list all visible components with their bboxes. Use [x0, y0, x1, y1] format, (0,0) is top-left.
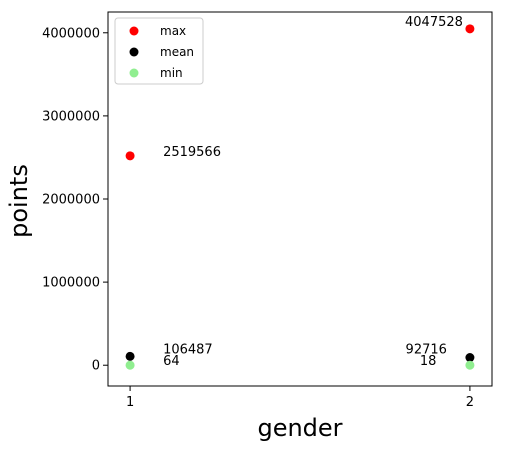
y-tick-label: 2000000: [42, 193, 100, 208]
y-axis-label: points: [5, 164, 33, 238]
data-point-mean: [125, 351, 135, 361]
data-label-max: 4047528: [405, 15, 463, 30]
x-tick-label: 2: [466, 395, 474, 410]
data-label-max: 2519566: [163, 145, 221, 160]
legend-label-mean: mean: [160, 45, 194, 59]
legend-label-max: max: [160, 24, 186, 38]
ticks-layer: 0 1000000 2000000 3000000 4000000 1 2: [42, 26, 474, 410]
legend-marker-min: [129, 68, 139, 78]
legend-box: [114, 17, 204, 85]
y-tick-label: 4000000: [42, 26, 100, 41]
legend-items: max mean min: [129, 24, 194, 80]
y-tick-label: 3000000: [42, 109, 100, 124]
data-point-mean: [465, 353, 475, 363]
data-label-mean: 92716: [406, 343, 447, 358]
x-axis-label: gender: [257, 414, 342, 442]
x-tick-label: 1: [126, 395, 134, 410]
points-layer: [125, 24, 475, 370]
data-point-max: [125, 151, 135, 161]
data-labels-layer: 2519566 4047528 106487 92716 64 18: [163, 15, 463, 369]
y-tick-label: 1000000: [42, 276, 100, 291]
data-point-min: [125, 360, 135, 370]
legend-marker-mean: [129, 47, 139, 57]
legend-marker-max: [129, 26, 139, 36]
data-point-max: [465, 24, 475, 34]
data-label-min: 64: [163, 354, 180, 369]
y-tick-label: 0: [92, 359, 100, 374]
data-label-min: 18: [420, 354, 437, 369]
data-label-mean: 106487: [163, 342, 213, 357]
legend: max mean min: [114, 17, 204, 85]
data-point-min: [465, 360, 475, 370]
legend-label-min: min: [160, 66, 183, 80]
